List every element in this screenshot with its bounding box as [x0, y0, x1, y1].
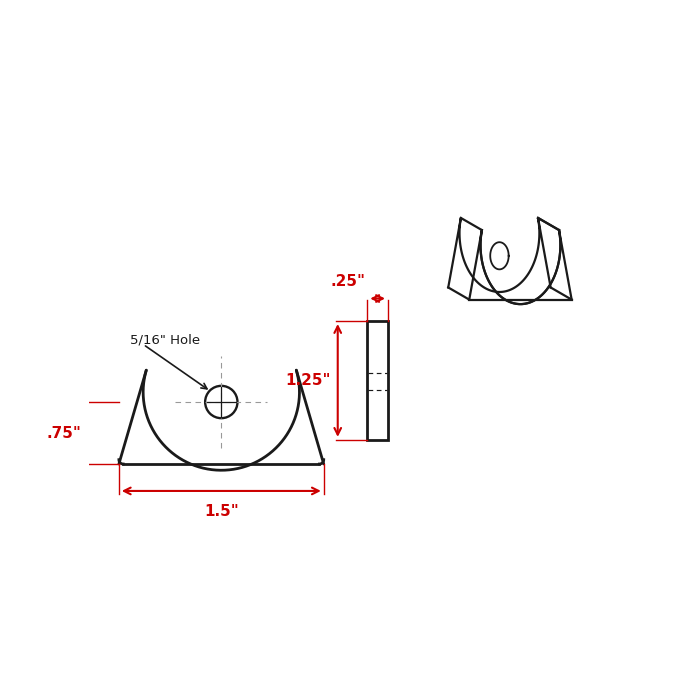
Text: 1.5": 1.5"	[204, 505, 239, 519]
Text: .25": .25"	[330, 274, 365, 289]
Text: .75": .75"	[46, 426, 81, 440]
Text: 1.25": 1.25"	[286, 373, 331, 388]
Text: 5/16" Hole: 5/16" Hole	[130, 333, 200, 346]
Bar	[368, 321, 388, 440]
